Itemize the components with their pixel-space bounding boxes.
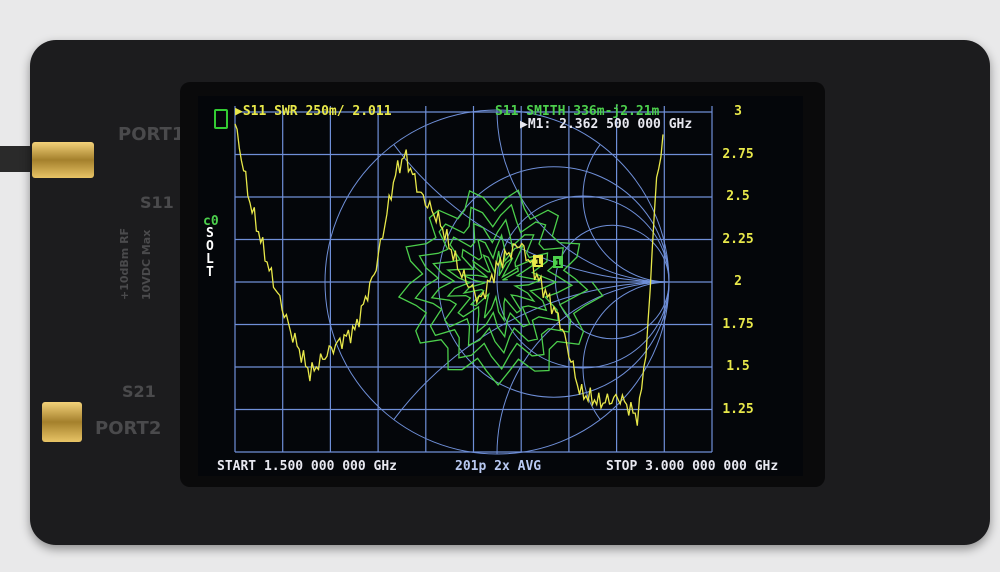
- y-tick-label: 1.25: [722, 401, 754, 417]
- port1-sma-connector[interactable]: [32, 142, 94, 178]
- y-tick-label: 3: [734, 104, 742, 119]
- stop-frequency[interactable]: STOP 3.000 000 000 GHz: [606, 459, 779, 474]
- smith-reactance-arc: [582, 281, 670, 420]
- smith-trace: [397, 189, 604, 387]
- marker-1-icon: [553, 256, 563, 268]
- s21-label: S21: [122, 382, 156, 401]
- start-frequency[interactable]: START 1.500 000 000 GHz: [217, 459, 398, 474]
- smith-reactance-arc: [582, 144, 670, 283]
- y-tick-label: 2.5: [726, 189, 750, 204]
- port2-sma-connector[interactable]: [42, 402, 82, 442]
- cal-type-letter: L: [206, 252, 214, 267]
- port2-label: PORT2: [95, 418, 162, 439]
- marker-1-icon: [533, 255, 543, 267]
- smith-reactance-arc: [496, 281, 670, 455]
- battery-icon: [214, 109, 228, 129]
- marker-frequency: ▶M1: 2.362 500 000 GHz: [520, 117, 693, 132]
- y-tick-label: 2: [734, 274, 742, 289]
- marker-label: 1: [555, 258, 561, 269]
- cal-type-letter: O: [206, 239, 214, 254]
- port1-label: PORT1: [118, 124, 185, 145]
- trace1-label[interactable]: ▶S11 SWR 250m/ 2.011: [235, 104, 392, 119]
- smith-reactance-arc: [393, 144, 670, 283]
- cal-type-letter: T: [206, 265, 214, 280]
- swr-trace: [234, 123, 664, 426]
- y-tick-label: 1.5: [726, 359, 750, 374]
- lcd-screen[interactable]: [198, 96, 803, 476]
- smith-reactance-arc: [496, 109, 670, 283]
- points-avg: 201p 2x AVG: [455, 459, 542, 474]
- marker-label: 1: [535, 257, 541, 268]
- s11-label: S11: [140, 193, 174, 212]
- trace2-label[interactable]: S11 SMITH 336m-j2.21m: [495, 104, 660, 119]
- y-tick-label: 1.75: [722, 316, 754, 332]
- cal-slot: c0: [203, 214, 219, 229]
- y-tick-label: 2.75: [722, 146, 754, 162]
- cal-type-letter: S: [206, 226, 214, 241]
- y-tick-label: 2.25: [722, 231, 754, 247]
